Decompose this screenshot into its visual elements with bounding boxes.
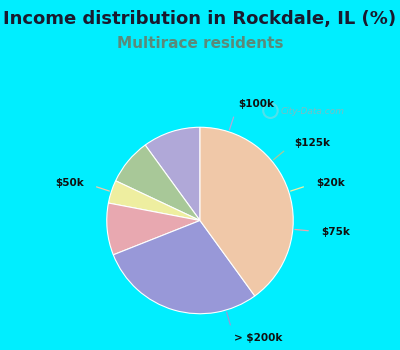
Text: $100k: $100k — [238, 99, 274, 109]
Wedge shape — [108, 181, 200, 220]
Wedge shape — [116, 145, 200, 220]
Text: City-Data.com: City-Data.com — [281, 107, 345, 116]
Wedge shape — [200, 127, 293, 296]
Text: $20k: $20k — [316, 178, 345, 188]
Text: $50k: $50k — [55, 178, 84, 188]
Text: Multirace residents: Multirace residents — [117, 36, 283, 51]
Wedge shape — [145, 127, 200, 220]
Text: > $200k: > $200k — [234, 333, 282, 343]
Wedge shape — [113, 220, 255, 314]
Text: $125k: $125k — [294, 138, 330, 148]
Text: $75k: $75k — [322, 227, 350, 237]
Wedge shape — [107, 203, 200, 255]
Text: Income distribution in Rockdale, IL (%): Income distribution in Rockdale, IL (%) — [4, 10, 396, 28]
